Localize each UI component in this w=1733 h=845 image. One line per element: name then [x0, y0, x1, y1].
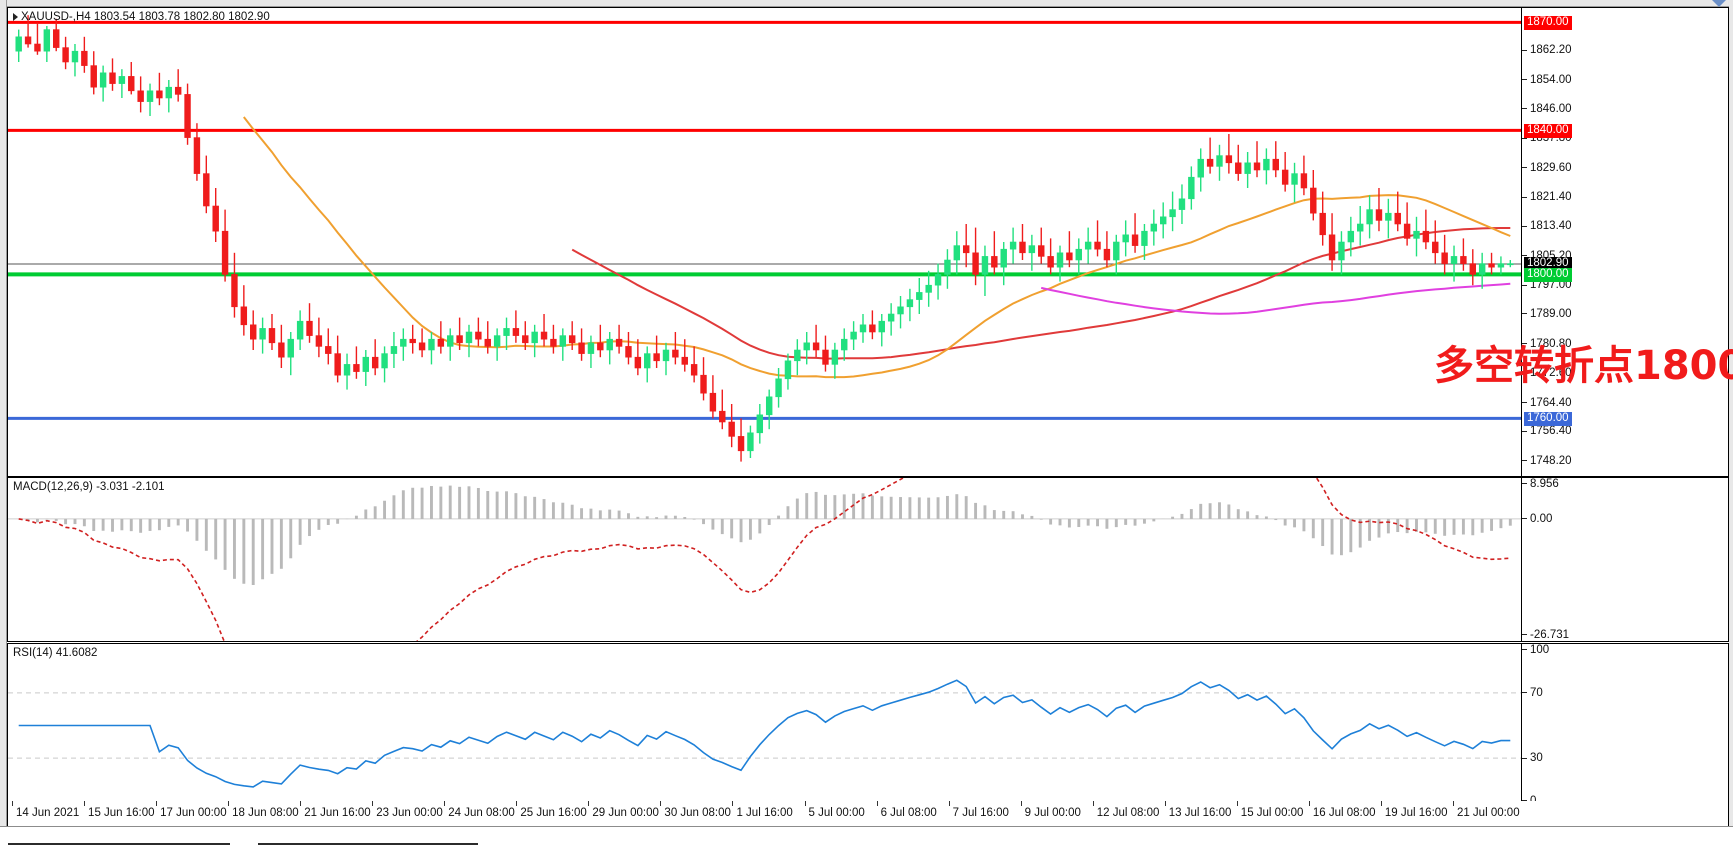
time-tick-mark: [228, 801, 230, 806]
time-tick-label: 30 Jun 08:00: [664, 807, 731, 819]
price-plot[interactable]: [8, 8, 1521, 476]
time-tick-label: 16 Jul 08:00: [1312, 807, 1376, 819]
time-tick-mark: [1164, 801, 1166, 806]
price-panel[interactable]: 1862.20 1854.00 1846.00 1837.80 1829.60 1821.…: [7, 7, 1733, 477]
price-tick: 1756.40: [1522, 425, 1572, 437]
time-tick-mark: [804, 801, 806, 806]
time-tick-label: 15 Jul 00:00: [1240, 807, 1304, 819]
window-top-border: [0, 0, 1733, 7]
time-tick-label: 18 Jun 08:00: [232, 807, 299, 819]
price-tick: 1780.80: [1522, 338, 1572, 350]
rsi-tick: 70: [1522, 687, 1543, 699]
time-tick-label: 13 Jul 16:00: [1168, 807, 1232, 819]
time-tick-mark: [84, 801, 86, 806]
time-tick-label: 25 Jun 16:00: [520, 807, 587, 819]
chart-area: 1862.20 1854.00 1846.00 1837.80 1829.60 1821.…: [7, 7, 1733, 827]
time-tick-mark: [1380, 801, 1382, 806]
price-tick: 1797.00: [1522, 279, 1572, 291]
price-level-badge[interactable]: 1840.00: [1524, 123, 1572, 138]
price-tick: 1854.00: [1522, 74, 1572, 86]
macd-svg: [8, 478, 1521, 641]
price-tick: 1821.40: [1522, 191, 1572, 203]
time-tick-mark: [300, 801, 302, 806]
time-tick-mark: [1452, 801, 1454, 806]
time-tick-label: 5 Jul 00:00: [808, 807, 865, 819]
window-right-border: [1729, 0, 1733, 827]
symbol-label-text: XAUUSD-,H4 1803.54 1803.78 1802.80 1802.…: [21, 11, 270, 23]
time-tick-label: 24 Jun 08:00: [448, 807, 515, 819]
price-svg: [8, 15, 1521, 462]
taskbar-segment-2[interactable]: [258, 829, 478, 845]
time-tick-mark: [876, 801, 878, 806]
time-tick-mark: [444, 801, 446, 806]
time-tick-mark: [1092, 801, 1094, 806]
macd-plot[interactable]: [8, 478, 1521, 641]
price-tick: 1813.40: [1522, 220, 1572, 232]
time-tick-mark: [732, 801, 734, 806]
time-axis: 14 Jun 2021 15 Jun 16:00 17 Jun 00:00 18 Ju…: [7, 801, 1729, 827]
time-tick-label: 19 Jul 16:00: [1384, 807, 1448, 819]
price-tick: 1789.00: [1522, 308, 1572, 320]
time-tick-label: 23 Jun 00:00: [376, 807, 443, 819]
collapse-triangle-icon[interactable]: [13, 12, 18, 21]
price-level-badge[interactable]: 1800.00: [1524, 267, 1572, 282]
time-tick-label: 29 Jun 00:00: [592, 807, 659, 819]
window-left-border: [0, 0, 7, 827]
time-tick-mark: [1236, 801, 1238, 806]
price-tick: 1846.00: [1522, 103, 1572, 115]
price-tick: 1748.20: [1522, 455, 1572, 467]
time-tick-mark: [516, 801, 518, 806]
rsi-panel[interactable]: 10070300 RSI(14) 41.6082: [7, 643, 1729, 808]
macd-tick: 8.956: [1522, 478, 1559, 490]
time-tick-mark: [588, 801, 590, 806]
macd-panel[interactable]: 8.956 0.00 -26.731 MACD(12,26,9) -3.031 -2…: [7, 477, 1729, 642]
price-tick: 1772.60: [1522, 367, 1572, 379]
taskbar[interactable]: [0, 826, 1733, 845]
price-tick: 1764.40: [1522, 397, 1572, 409]
time-tick-label: 1 Jul 16:00: [736, 807, 793, 819]
time-tick-label: 21 Jul 00:00: [1456, 807, 1520, 819]
price-level-badge[interactable]: 1760.00: [1524, 411, 1572, 426]
time-tick-mark: [660, 801, 662, 806]
time-tick-mark: [372, 801, 374, 806]
price-axis: 1862.20 1854.00 1846.00 1837.80 1829.60 1821.…: [1521, 8, 1728, 476]
macd-label: MACD(12,26,9) -3.031 -2.101: [13, 481, 165, 493]
price-tick: 1829.60: [1522, 162, 1572, 174]
time-tick-label: 15 Jun 16:00: [88, 807, 155, 819]
symbol-label: XAUUSD-,H4 1803.54 1803.78 1802.80 1802.…: [13, 11, 270, 23]
time-tick-label: 17 Jun 00:00: [160, 807, 227, 819]
price-tick: 1862.20: [1522, 44, 1572, 56]
rsi-plot[interactable]: [8, 644, 1521, 807]
rsi-tick: 100: [1522, 644, 1549, 656]
time-tick-mark: [948, 801, 950, 806]
time-tick-label: 7 Jul 16:00: [952, 807, 1009, 819]
rsi-svg: [8, 679, 1521, 788]
macd-tick: -26.731: [1522, 629, 1569, 641]
price-level-badge[interactable]: 1870.00: [1524, 15, 1572, 30]
chart-annotation: 多空转折点1800: [1434, 343, 1733, 389]
rsi-label: RSI(14) 41.6082: [13, 647, 98, 659]
taskbar-segment-1[interactable]: [8, 829, 230, 845]
rsi-tick: 30: [1522, 752, 1543, 764]
rsi-axis: 10070300: [1521, 644, 1728, 807]
time-tick-mark: [156, 801, 158, 806]
macd-tick: 0.00: [1522, 513, 1552, 525]
time-tick-label: 21 Jun 16:00: [304, 807, 371, 819]
time-tick-label: 12 Jul 08:00: [1096, 807, 1160, 819]
time-tick-label: 6 Jul 08:00: [880, 807, 937, 819]
time-tick-mark: [12, 801, 13, 806]
time-tick-label: 9 Jul 00:00: [1024, 807, 1081, 819]
time-tick-mark: [1020, 801, 1022, 806]
time-tick-mark: [1308, 801, 1310, 806]
macd-axis: 8.956 0.00 -26.731: [1521, 478, 1728, 641]
scroll-caret-icon[interactable]: [1712, 0, 1726, 7]
time-tick-label: 14 Jun 2021: [16, 807, 80, 819]
